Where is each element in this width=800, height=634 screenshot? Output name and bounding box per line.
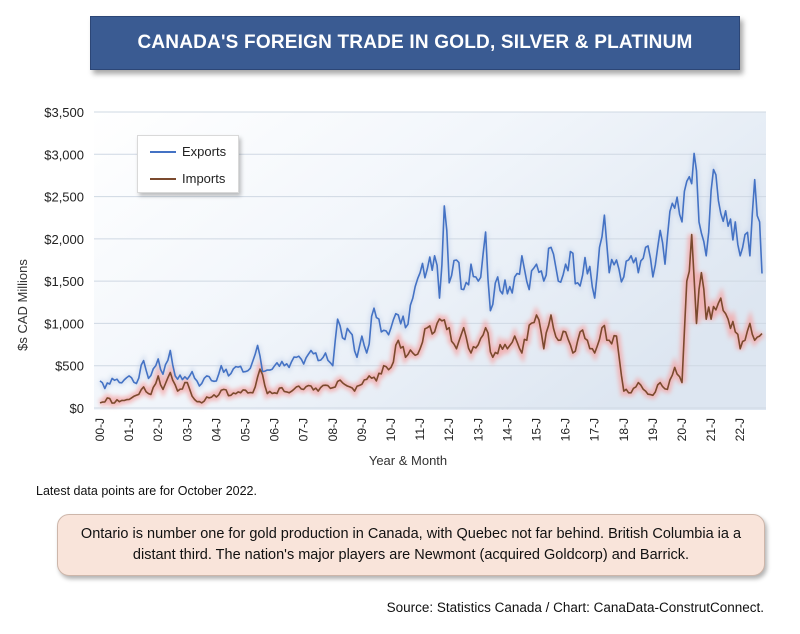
y-tick-label: $0 <box>70 401 84 416</box>
x-tick-label: 19-J <box>646 418 660 441</box>
legend-swatch-imports <box>150 177 176 180</box>
x-tick-label: 05-J <box>238 418 252 441</box>
x-tick-label: 10-J <box>384 418 398 441</box>
x-tick-label: 01-J <box>122 418 136 441</box>
y-tick-labels: $0 $500 $1,000 $1,500 $2,000 $2,500 $3,000 $3,5… <box>44 105 84 416</box>
callout-box: Ontario is number one for gold productio… <box>57 514 765 576</box>
data-note: Latest data points are for October 2022. <box>36 484 257 498</box>
y-tick-label: $1,000 <box>44 316 84 331</box>
x-tick-labels: 00-J 01-J 02-J 03-J 04-J 05-J 06-J 07-J 08-J 09-J… <box>93 418 747 441</box>
source-credit: Source: Statistics Canada / Chart: CanaD… <box>386 600 764 615</box>
legend-label-exports: Exports <box>182 144 227 159</box>
x-tick-label: 21-J <box>704 418 718 441</box>
x-tick-label: 07-J <box>297 418 311 441</box>
x-tick-label: 08-J <box>326 418 340 441</box>
x-tick-label: 18-J <box>617 418 631 441</box>
y-axis-label: $s CAD Millions <box>15 259 30 351</box>
x-tick-label: 14-J <box>500 418 514 441</box>
imports-series-line <box>99 233 763 404</box>
y-tick-label: $500 <box>55 359 84 374</box>
line-chart: $0 $500 $1,000 $1,500 $2,000 $2,500 $3,000 $3,5… <box>15 105 766 468</box>
legend: Exports Imports <box>137 135 239 193</box>
y-tick-label: $2,500 <box>44 190 84 205</box>
x-tick-label: 17-J <box>588 418 602 441</box>
x-tick-label: 11-J <box>413 418 427 440</box>
legend-item-exports: Exports <box>150 144 226 159</box>
x-tick-label: 04-J <box>209 418 223 441</box>
exports-series-line <box>99 152 763 390</box>
x-tick-label: 13-J <box>471 418 485 441</box>
x-tick-label: 22-J <box>733 418 747 441</box>
legend-swatch-exports <box>150 150 176 153</box>
chart-title: CANADA'S FOREIGN TRADE IN GOLD, SILVER &… <box>90 16 740 70</box>
x-tick-label: 12-J <box>442 418 456 441</box>
y-tick-label: $3,500 <box>44 105 84 120</box>
x-tick-label: 09-J <box>355 418 369 441</box>
x-tick-label: 20-J <box>675 418 689 441</box>
x-tick-label: 06-J <box>268 418 282 441</box>
y-tick-label: $1,500 <box>44 274 84 289</box>
x-axis-label: Year & Month <box>369 453 447 468</box>
y-tick-label: $3,000 <box>44 147 84 162</box>
x-tick-label: 15-J <box>529 418 543 441</box>
series-lines <box>98 152 765 408</box>
legend-item-imports: Imports <box>150 171 225 186</box>
x-tick-label: 16-J <box>559 418 573 441</box>
legend-label-imports: Imports <box>182 171 226 186</box>
y-tick-label: $2,000 <box>44 232 84 247</box>
x-tick-label: 02-J <box>151 418 165 441</box>
x-tick-label: 00-J <box>93 418 107 441</box>
x-tick-label: 03-J <box>180 418 194 441</box>
